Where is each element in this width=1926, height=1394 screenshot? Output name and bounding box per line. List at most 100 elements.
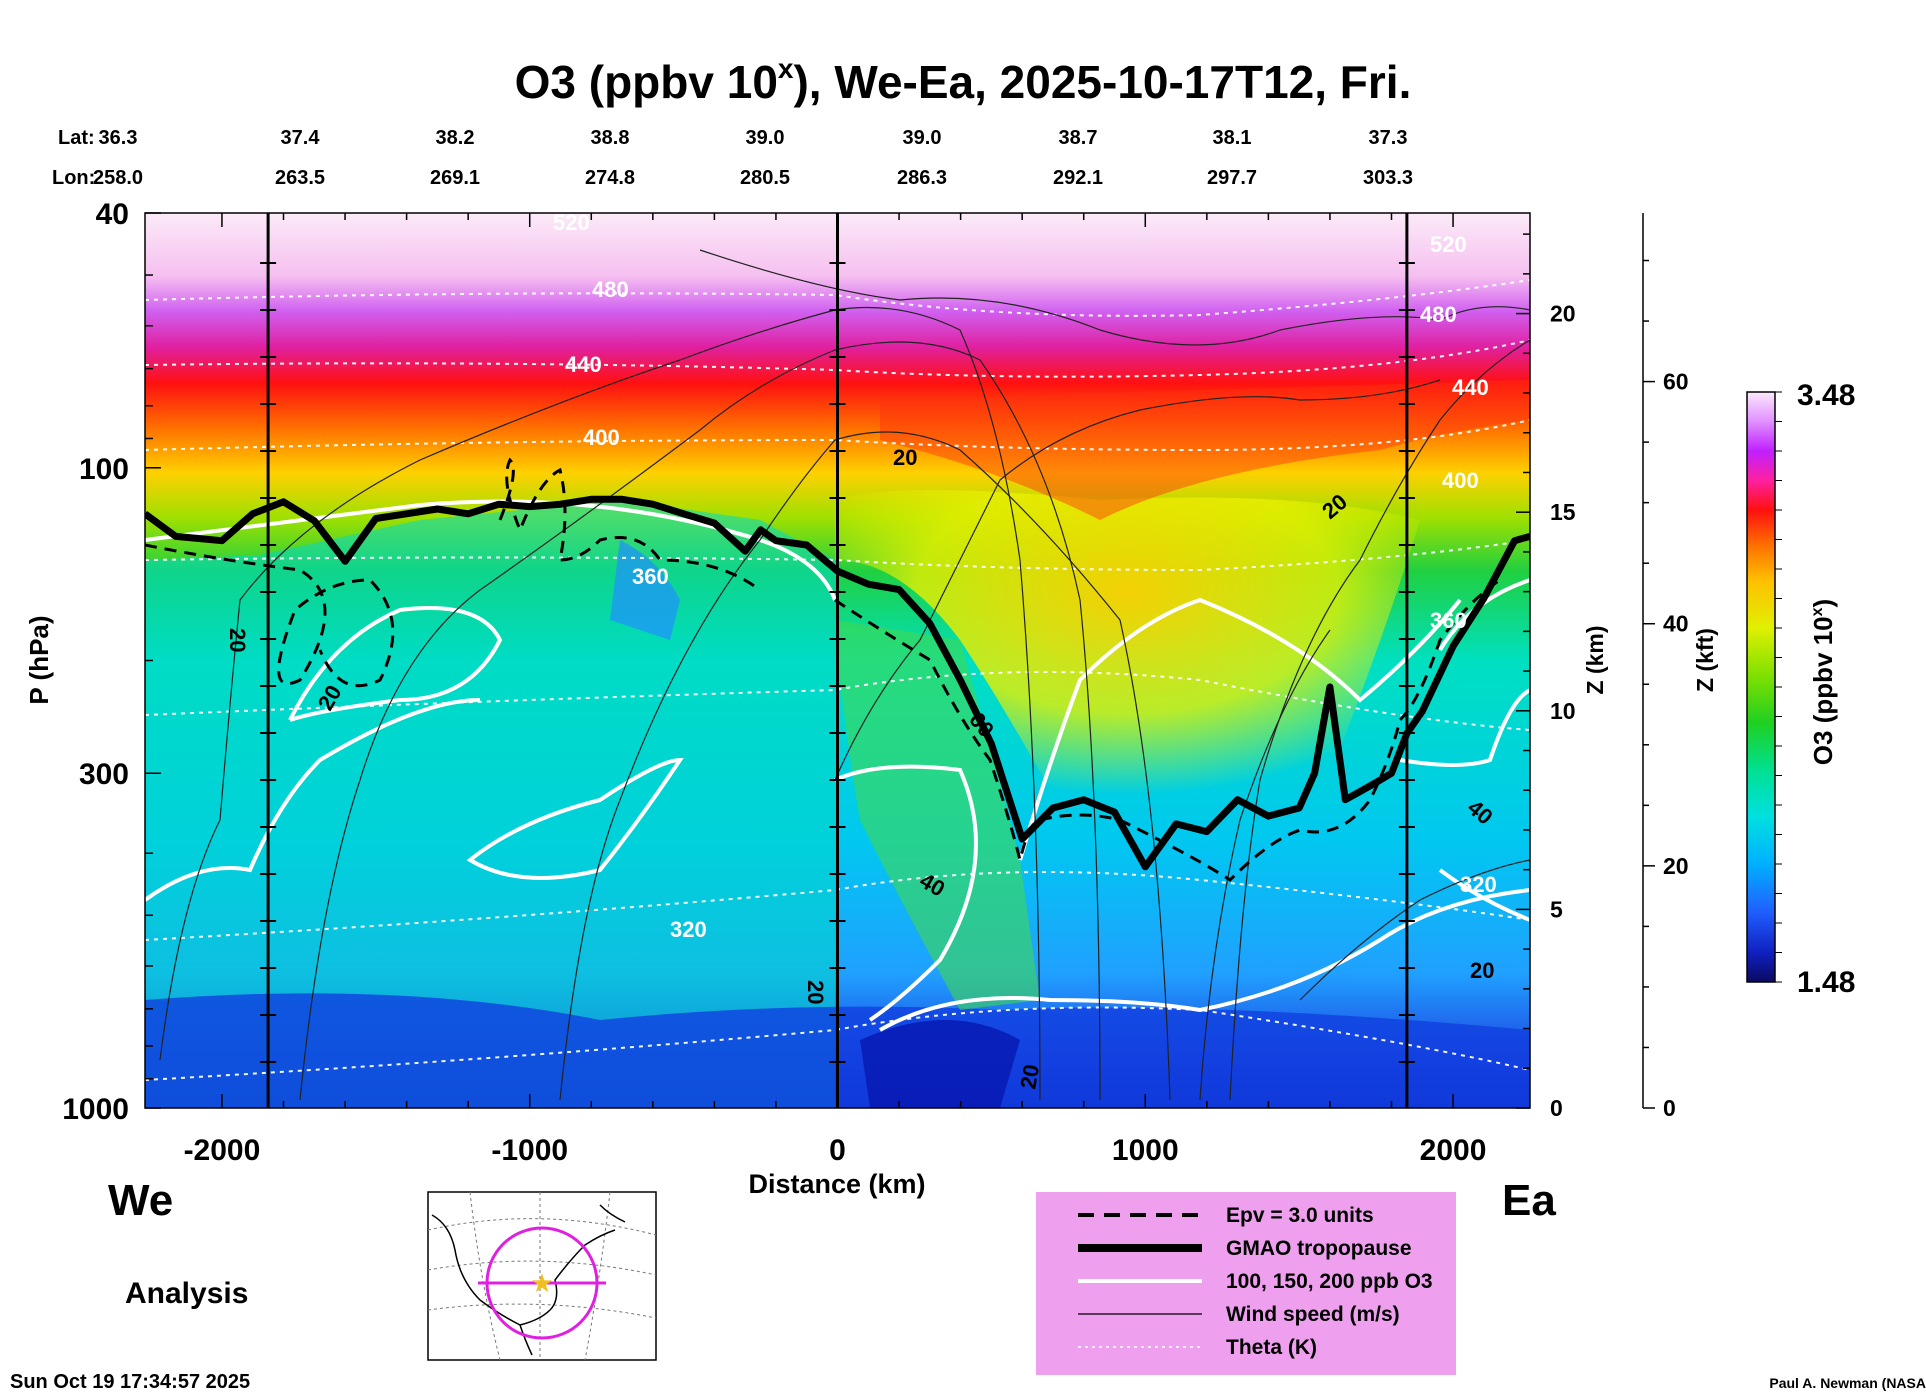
legend-item: Epv = 3.0 units (1078, 1204, 1374, 1227)
colorbar-ticks (1775, 391, 1782, 983)
lat-value: 39.0 (903, 127, 942, 149)
legend-label: Theta (K) (1226, 1336, 1317, 1359)
x-tick-label: -2000 (184, 1134, 261, 1167)
east-label: Ea (1502, 1176, 1556, 1225)
z-km-tick-label: 15 (1550, 499, 1576, 525)
ozone-green-band-east (835, 620, 1040, 1010)
lon-value: 258.0 (93, 167, 143, 189)
ozone-blue-pool-west (610, 540, 680, 640)
vertical-markers (260, 213, 1415, 1108)
credit: Paul A. Newman (NASA (1769, 1375, 1926, 1391)
lon-value: 297.7 (1207, 167, 1257, 189)
theta-label-440-west: 440 (565, 352, 602, 377)
lat-value: 38.8 (591, 127, 630, 149)
y-axis: 40 100 300 1000 (62, 198, 161, 1126)
wind-label-20-a: 20 (893, 445, 917, 470)
y-tick-label: 100 (79, 453, 129, 486)
legend-label: 100, 150, 200 ppb O3 (1226, 1270, 1433, 1293)
legend-item: Theta (K) (1078, 1336, 1317, 1359)
x-tick-label: 2000 (1420, 1134, 1487, 1167)
legend-label: Wind speed (m/s) (1226, 1303, 1400, 1326)
legend-item: Wind speed (m/s) (1078, 1303, 1400, 1326)
legend-item: 100, 150, 200 ppb O3 (1078, 1270, 1433, 1293)
gmao-tropopause-line (145, 495, 1530, 871)
z-km-axis: 0 5 10 15 20 (1516, 233, 1576, 1121)
lat-value: 37.3 (1369, 127, 1408, 149)
legend-item: GMAO tropopause (1078, 1237, 1412, 1260)
lat-value: 39.0 (746, 127, 785, 149)
lat-value: 36.3 (99, 127, 138, 149)
theta-label-320-west: 320 (670, 917, 707, 942)
x-axis-label: Distance (km) (748, 1169, 925, 1199)
theta-label-520-west: 520 (553, 210, 590, 235)
lon-label: Lon: (52, 167, 95, 189)
plot-area: 480 440 400 360 320 360 320 400 440 480 … (145, 210, 1530, 1108)
lon-value: 286.3 (897, 167, 947, 189)
lon-value: 269.1 (430, 167, 480, 189)
lon-value: 280.5 (740, 167, 790, 189)
chart-title: O3 (ppbv 10x), We-Ea, 2025-10-17T12, Fri… (515, 53, 1412, 108)
west-label: We (108, 1176, 173, 1225)
z-kft-tick-label: 0 (1663, 1095, 1676, 1121)
z-km-tick-label: 5 (1550, 896, 1563, 922)
colorbar-title: O3 (ppbv 10x) (1808, 599, 1838, 765)
wind-label-20-e: 20 (803, 980, 828, 1004)
theta-label-400-west: 400 (583, 425, 620, 450)
theta-label-360-west: 360 (632, 564, 669, 589)
lon-value: 303.3 (1363, 167, 1413, 189)
wind-label-20-g: 20 (1470, 958, 1494, 983)
z-km-tick-label: 20 (1550, 301, 1576, 327)
wind-label-20-f: 20 (1015, 1062, 1044, 1090)
ozone-red-east (880, 380, 1530, 520)
theta-label-320-east: 320 (1460, 872, 1497, 897)
locator-map: ★ (427, 1191, 657, 1361)
colorbar-max-label: 3.48 (1797, 379, 1855, 412)
y-tick-label: 300 (79, 758, 129, 791)
theta-label-440-east: 440 (1452, 375, 1489, 400)
x-tick-label: 0 (829, 1134, 846, 1167)
wind-contours (159, 249, 1530, 1101)
x-tick-label: -1000 (491, 1134, 568, 1167)
colorbar-min-label: 1.48 (1797, 966, 1855, 999)
z-kft-axis: 0 20 40 60 (1642, 213, 1689, 1121)
y-tick-label: 40 (96, 198, 129, 231)
ozone-troposphere-west (145, 500, 835, 1108)
x-axis: -2000 -1000 0 1000 2000 (184, 213, 1487, 1167)
ozone-deep-blue (860, 1020, 1020, 1108)
z-km-axis-label: Z (km) (1582, 626, 1608, 695)
theta-label-400-east: 400 (1442, 468, 1479, 493)
timestamp: Sun Oct 19 17:34:57 2025 (10, 1371, 250, 1393)
map-center-star-icon: ★ (530, 1269, 553, 1299)
theta-label-480-east: 480 (1420, 302, 1457, 327)
legend-label: Epv = 3.0 units (1226, 1204, 1374, 1227)
z-kft-tick-label: 20 (1663, 853, 1689, 879)
theta-label-480-west: 480 (592, 277, 629, 302)
z-kft-tick-label: 40 (1663, 611, 1689, 637)
lat-label: Lat: (58, 127, 95, 149)
legend-box (1036, 1192, 1456, 1375)
lat-value: 38.2 (436, 127, 475, 149)
lat-value: 38.7 (1059, 127, 1098, 149)
z-kft-tick-label: 60 (1663, 369, 1689, 395)
y-axis-label: P (hPa) (24, 615, 54, 704)
z-km-tick-label: 0 (1550, 1095, 1563, 1121)
epv-contour (145, 457, 1501, 882)
lat-value: 37.4 (281, 127, 321, 149)
lat-lon-row: 36.3 37.4 38.2 38.8 39.0 39.0 38.7 38.1 37.3 258.… (93, 127, 1413, 189)
theta-label-520-east: 520 (1430, 232, 1467, 257)
z-kft-axis-label: Z (kft) (1692, 628, 1718, 692)
lat-value: 38.1 (1213, 127, 1252, 149)
lon-value: 274.8 (585, 167, 635, 189)
x-tick-label: 1000 (1112, 1134, 1179, 1167)
wind-label-20-c: 20 (225, 628, 250, 652)
lon-value: 292.1 (1053, 167, 1103, 189)
z-km-tick-label: 10 (1550, 698, 1576, 724)
analysis-label: Analysis (125, 1277, 248, 1310)
legend: Epv = 3.0 units GMAO tropopause 100, 150, … (1036, 1192, 1456, 1375)
y-tick-label: 1000 (62, 1093, 129, 1126)
lon-value: 263.5 (275, 167, 325, 189)
colorbar (1746, 391, 1776, 983)
theta-label-360-east: 360 (1430, 608, 1467, 633)
legend-label: GMAO tropopause (1226, 1237, 1412, 1260)
